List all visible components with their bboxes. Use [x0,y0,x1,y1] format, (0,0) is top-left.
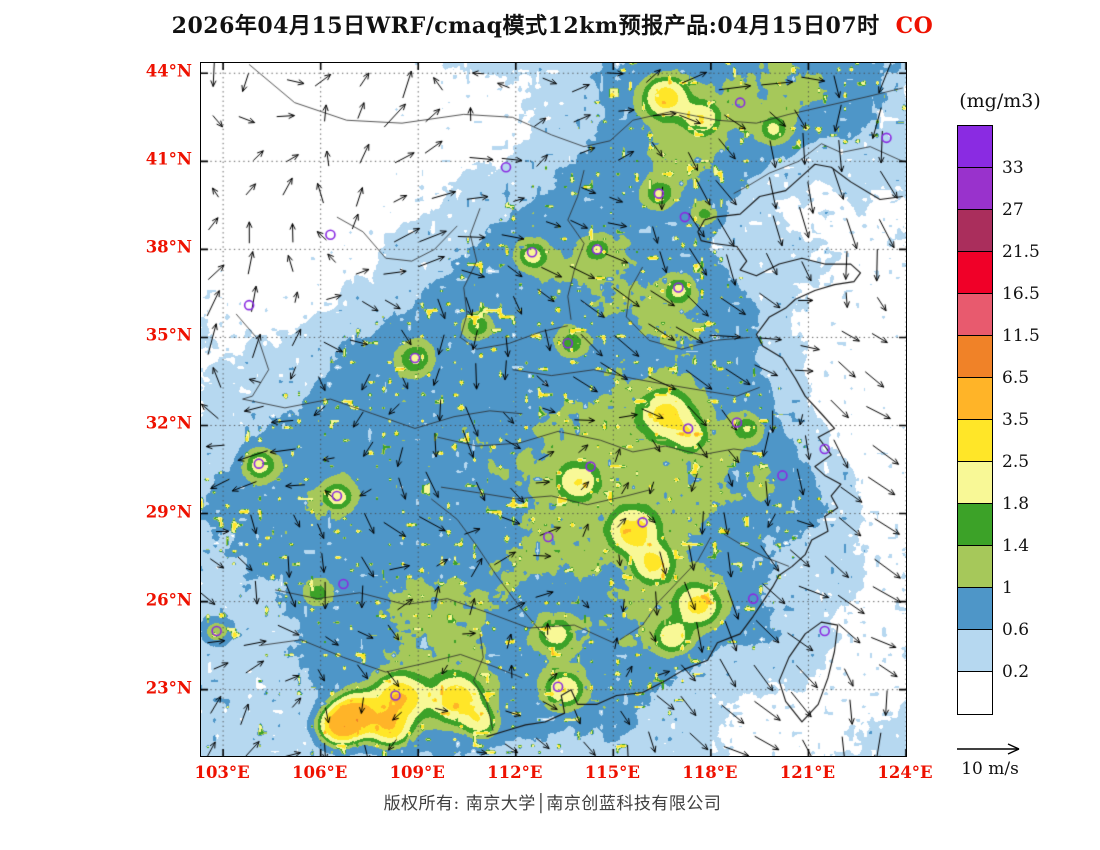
legend-level-label: 1.8 [1002,494,1030,514]
lon-axis-label: 115°E [584,763,640,782]
title-pollutant: CO [895,13,934,39]
legend-color-cell [958,630,992,672]
forecast-map-canvas [201,63,906,756]
legend-level-label: 2.5 [1002,452,1030,472]
wind-reference: 10 m/s [938,741,1042,779]
lat-axis: 44°N 41°N 38°N 35°N 32°N 29°N 26°N 23°N [100,62,196,755]
lon-axis-label: 121°E [779,763,836,782]
legend-level-label: 3.5 [1002,410,1030,430]
lat-axis-label: 26°N [145,590,192,610]
lon-axis-label: 112°E [487,763,543,782]
page-title: 2026年04月15日WRF/cmaq模式12km预报产品:04月15日07时 C… [140,8,965,40]
legend-color-cell [958,462,992,504]
legend-color-cell [958,168,992,210]
colorbar: 33 27 21.5 16.5 11.5 6.5 3.5 2.5 1.8 1.4 1 0.6 0.2 [957,125,1040,715]
legend-color-cell [958,336,992,378]
lon-axis: 103°E 106°E 109°E 112°E 115°E 118°E 121°E 124°E [194,763,932,785]
legend-color-cell [958,546,992,588]
legend-color-cell [958,294,992,336]
lon-axis-label: 106°E [292,763,348,782]
lat-axis-label: 23°N [145,678,192,698]
lon-axis-label: 103°E [194,763,250,782]
wind-reference-arrow-icon [957,743,1020,755]
legend-level-label: 0.2 [1002,662,1030,682]
legend-level-label: 1 [1002,578,1013,598]
legend-color-cell [958,504,992,546]
map-frame [200,62,907,757]
legend-color-cell [958,126,992,168]
lat-axis-label: 32°N [145,414,192,434]
lon-axis-label: 118°E [682,763,738,782]
copyright-footer: 版权所有: 南京大学│南京创蓝科技有限公司 [383,794,722,814]
lat-axis-label: 38°N [145,237,192,257]
lat-axis-label: 44°N [145,61,192,81]
legend-level-label: 33 [1002,158,1024,178]
legend-level-label: 21.5 [1002,242,1040,262]
legend-level-label: 1.4 [1002,536,1030,556]
lat-axis-label: 35°N [145,325,192,345]
legend-level-label: 16.5 [1002,284,1040,304]
legend-color-cell [958,588,992,630]
legend-units-label: (mg/m3) [959,90,1041,112]
lat-axis-label: 29°N [145,502,192,522]
legend-level-label: 0.6 [1002,620,1030,640]
lon-axis-label: 124°E [877,763,933,782]
title-text: 2026年04月15日WRF/cmaq模式12km预报产品:04月15日07时 [171,13,880,39]
legend-level-label: 11.5 [1002,326,1040,346]
legend-color-cell [958,672,992,714]
wind-scale-label: 10 m/s [961,759,1019,779]
legend-level-label: 27 [1002,200,1024,220]
lon-axis-label: 109°E [389,763,445,782]
legend-color-cell [958,210,992,252]
legend-color-cell [958,420,992,462]
legend-color-cell [958,378,992,420]
lat-axis-label: 41°N [145,149,192,169]
colorbar-legend: (mg/m3) 33 27 21.5 16.5 11.5 6.5 3.5 2.5 1.8 1.4 1… [945,90,1075,715]
legend-color-cell [958,252,992,294]
legend-level-label: 6.5 [1002,368,1030,388]
